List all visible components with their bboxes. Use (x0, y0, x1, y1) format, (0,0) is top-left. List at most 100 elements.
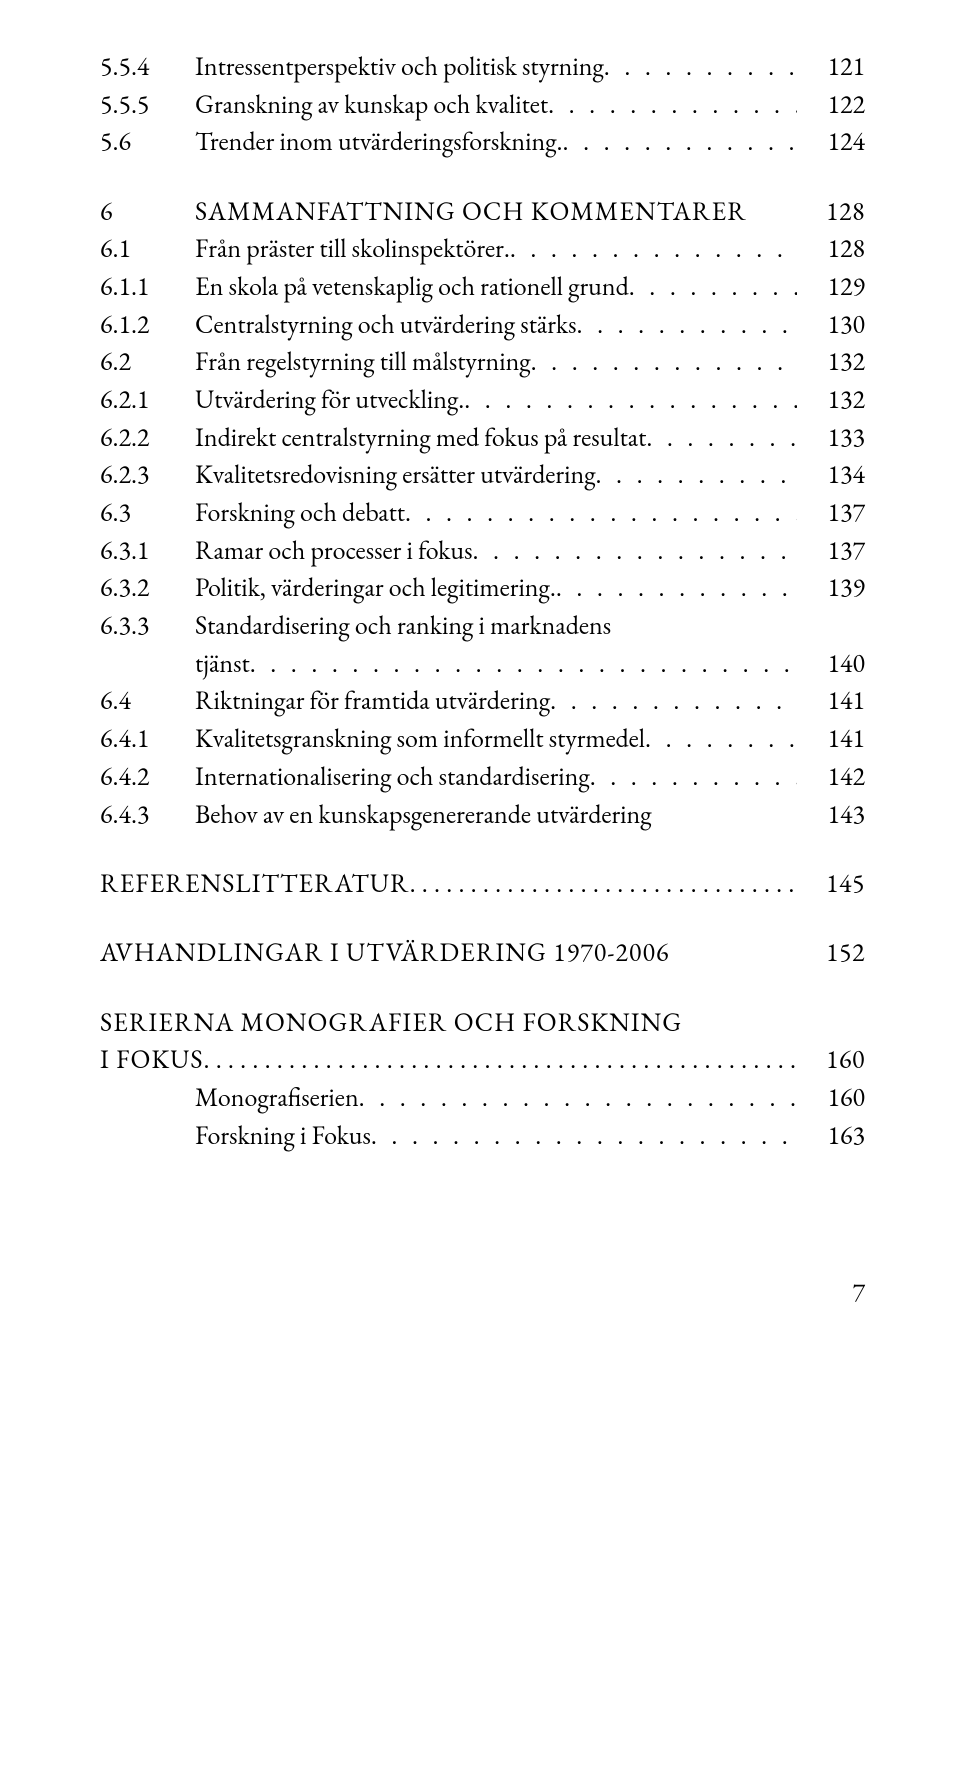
toc-entry-number: 6.3.2 (100, 569, 195, 606)
toc-entry-title: Internationalisering och standardisering (195, 758, 590, 795)
toc-entry-page: 163 (805, 1117, 865, 1154)
toc-entry-number: 6.1.1 (100, 268, 195, 305)
toc-entry-title: Sammanfattning och kommentarer (195, 193, 747, 230)
toc-leader (472, 532, 797, 569)
table-of-contents: 5.5.4Intressentperspektiv och politisk s… (100, 48, 865, 1154)
toc-leader (645, 720, 797, 757)
toc-row: 6.2.3Kvalitetsredovisning ersätter utvär… (100, 456, 865, 493)
toc-entry-title: Utvärdering för utveckling. (195, 381, 464, 418)
toc-entry-page: 129 (805, 268, 865, 305)
toc-leader (629, 268, 797, 305)
toc-entry-title: Kvalitetsgranskning som informellt styrm… (195, 720, 645, 757)
toc-entry-page: 132 (805, 381, 865, 418)
page-number: 7 (100, 1274, 865, 1311)
toc-row: 6.1Från präster till skolinspektörer. 128 (100, 230, 865, 267)
toc-leader (646, 419, 797, 456)
toc-entry-number: 6.2.1 (100, 381, 195, 418)
toc-entry-title: Från regelstyrning till målstyrning (195, 343, 531, 380)
toc-row: 6.3.1Ramar och processer i fokus137 (100, 532, 865, 569)
toc-entry-page: 145 (805, 865, 865, 902)
toc-entry-number: 6.2 (100, 343, 195, 380)
toc-leader (596, 456, 797, 493)
toc-row: 6.3.2Politik, värderingar och legitimeri… (100, 569, 865, 606)
toc-leader (405, 494, 797, 531)
toc-row: 6.1.2Centralstyrning och utvärdering stä… (100, 306, 865, 343)
toc-entry-title: Serierna monografier och forskning (100, 1004, 682, 1041)
toc-entry-title: En skola på vetenskaplig och rationell g… (195, 268, 629, 305)
toc-entry-title: Behov av en kunskapsgenererande utvärder… (195, 796, 652, 833)
toc-row-continuation: i fokus160 (100, 1041, 865, 1078)
toc-leader (464, 381, 797, 418)
toc-entry-number: 6.4.1 (100, 720, 195, 757)
toc-entry-page: 160 (805, 1079, 865, 1116)
toc-entry-number: 6.4.2 (100, 758, 195, 795)
toc-row: Monografiserien160 (100, 1079, 865, 1116)
toc-leader (371, 1117, 797, 1154)
toc-row: Avhandlingar i utvärdering 1970-2006152 (100, 934, 865, 971)
toc-leader (556, 569, 797, 606)
toc-row: 5.5.4Intressentperspektiv och politisk s… (100, 48, 865, 85)
toc-entry-title-cont: tjänst (195, 645, 250, 682)
toc-entry-page: 128 (805, 193, 865, 230)
toc-entry-title: Från präster till skolinspektörer. (195, 230, 510, 267)
toc-row: 5.6Trender inom utvärderingsforskning.12… (100, 123, 865, 160)
toc-row: 6.4.1Kvalitetsgranskning som informellt … (100, 720, 865, 757)
toc-entry-number: 6 (100, 193, 195, 230)
toc-entry-number: 6.3.3 (100, 607, 195, 644)
toc-entry-title: Indirekt centralstyrning med fokus på re… (195, 419, 646, 456)
toc-entry-page: 160 (805, 1041, 865, 1078)
toc-entry-page: 122 (805, 86, 865, 123)
toc-entry-number: 6.3.1 (100, 532, 195, 569)
toc-entry-page: 152 (805, 934, 865, 971)
toc-entry-number: 6.2.2 (100, 419, 195, 456)
toc-row: Referenslitteratur145 (100, 865, 865, 902)
toc-entry-page: 134 (805, 456, 865, 493)
toc-leader (203, 1041, 797, 1078)
toc-entry-number: 5.5.5 (100, 86, 195, 123)
toc-row: 6.2Från regelstyrning till målstyrning13… (100, 343, 865, 380)
toc-row: 6.3.3Standardisering och ranking i markn… (100, 607, 865, 644)
toc-row: 6.4.2Internationalisering och standardis… (100, 758, 865, 795)
toc-entry-number: 6.4 (100, 682, 195, 719)
toc-row: Forskning i Fokus163 (100, 1117, 865, 1154)
toc-leader (359, 1079, 797, 1116)
toc-entry-page: 133 (805, 419, 865, 456)
toc-row: 6.2.2Indirekt centralstyrning med fokus … (100, 419, 865, 456)
toc-row: 6.3Forskning och debatt 137 (100, 494, 865, 531)
toc-entry-title: Standardisering och ranking i marknadens (195, 607, 611, 644)
toc-row: 6.1.1En skola på vetenskaplig och ration… (100, 268, 865, 305)
toc-entry-title: Politik, värderingar och legitimering. (195, 569, 556, 606)
toc-leader (531, 343, 797, 380)
toc-entry-number: 6.1.2 (100, 306, 195, 343)
toc-entry-page: 130 (805, 306, 865, 343)
toc-leader (410, 865, 797, 902)
toc-entry-number: 5.5.4 (100, 48, 195, 85)
toc-row-continuation: tjänst 140 (100, 645, 865, 682)
toc-leader (563, 123, 797, 160)
toc-leader (250, 645, 797, 682)
toc-entry-title: Forskning och debatt (195, 494, 405, 531)
toc-entry-title: Kvalitetsredovisning ersätter utvärderin… (195, 456, 596, 493)
toc-entry-title: Trender inom utvärderingsforskning. (195, 123, 563, 160)
toc-entry-title: Intressentperspektiv och politisk styrni… (195, 48, 604, 85)
toc-entry-page: 137 (805, 532, 865, 569)
toc-entry-page: 137 (805, 494, 865, 531)
toc-entry-page: 124 (805, 123, 865, 160)
toc-row: 6.4Riktningar för framtida utvärdering 14… (100, 682, 865, 719)
toc-entry-page: 140 (805, 645, 865, 682)
toc-leader (590, 758, 797, 795)
toc-leader (548, 86, 797, 123)
toc-entry-page: 143 (805, 796, 865, 833)
toc-entry-number: 6.2.3 (100, 456, 195, 493)
toc-entry-title: Centralstyrning och utvärdering stärks (195, 306, 577, 343)
toc-entry-number: 6.1 (100, 230, 195, 267)
toc-entry-number: 6.3 (100, 494, 195, 531)
toc-entry-page: 128 (805, 230, 865, 267)
toc-entry-page: 141 (805, 682, 865, 719)
toc-row: Serierna monografier och forskning (100, 1004, 865, 1041)
toc-entry-number: 6.4.3 (100, 796, 195, 833)
toc-entry-title: Riktningar för framtida utvärdering (195, 682, 550, 719)
toc-entry-page: 141 (805, 720, 865, 757)
toc-leader (510, 230, 797, 267)
toc-entry-title: Granskning av kunskap och kvalitet (195, 86, 548, 123)
